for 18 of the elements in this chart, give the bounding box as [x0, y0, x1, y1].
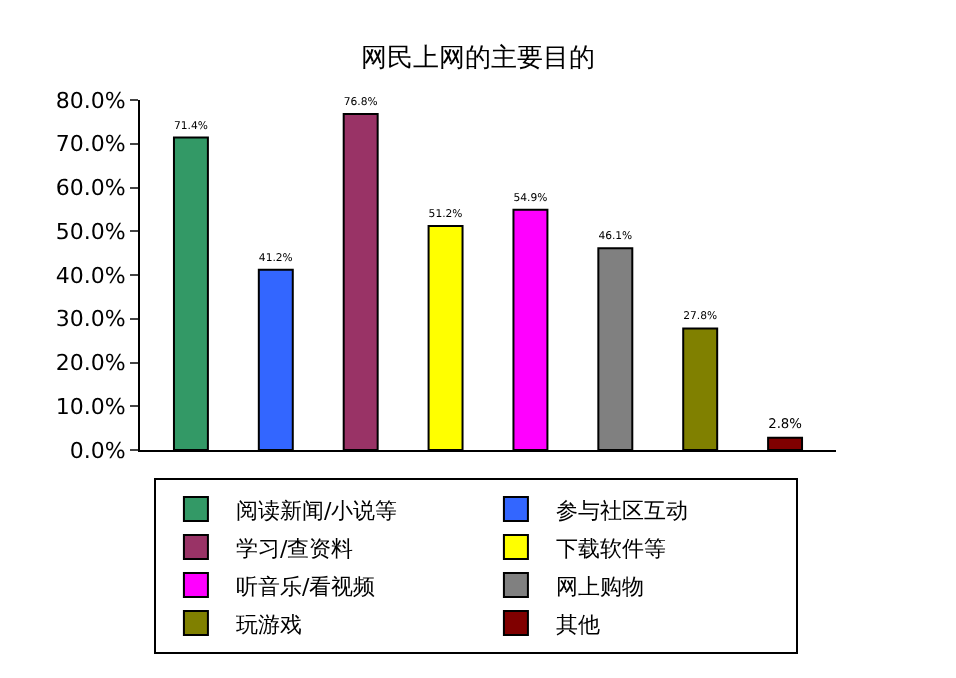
- y-tick-label: 60.0%: [55, 175, 126, 202]
- y-tick-label: 10.0%: [55, 393, 126, 420]
- y-tick-label: 80.0%: [55, 87, 126, 114]
- y-tick-label: 20.0%: [55, 350, 126, 377]
- y-tick-label: 70.0%: [55, 131, 126, 158]
- chart-title: 网民上网的主要目的: [361, 41, 595, 74]
- legend-label: 阅读新闻/小说等: [235, 497, 398, 524]
- y-tick-label: 40.0%: [55, 262, 126, 289]
- legend-label: 网上购物: [555, 573, 644, 600]
- y-tick-label: 50.0%: [55, 218, 126, 245]
- legend-label: 听音乐/看视频: [235, 573, 376, 600]
- legend-label: 学习/查资料: [235, 535, 354, 562]
- y-tick-label: 30.0%: [55, 306, 126, 333]
- y-tick-label: 0.0%: [69, 437, 126, 464]
- legend-label: 其他: [555, 611, 600, 638]
- legend-label: 下载软件等: [555, 535, 666, 562]
- legend-label: 参与社区互动: [555, 497, 688, 524]
- legend-label: 玩游戏: [235, 611, 302, 638]
